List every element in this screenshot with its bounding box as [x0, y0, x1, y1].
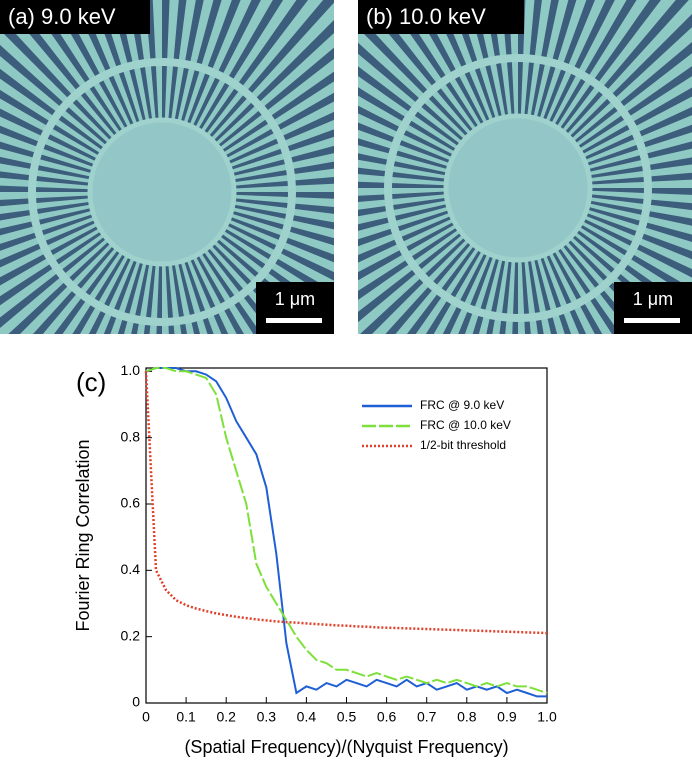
y-tick-label: 0.2 [121, 627, 141, 643]
image-panel [358, 0, 692, 334]
x-tick-label: 0.9 [497, 709, 517, 725]
x-tick-label: 0.4 [297, 709, 317, 725]
x-tick-label: 0.6 [377, 709, 397, 725]
label-box [0, 0, 150, 34]
panel-label: (a) 9.0 keV [8, 4, 116, 29]
y-tick-label: 0.6 [121, 495, 141, 511]
y-axis-label: Fourier Ring Correlation [73, 439, 93, 631]
y-tick-label: 0 [132, 694, 140, 710]
panel-label: (c) [76, 367, 106, 397]
label-box [358, 0, 524, 34]
star-ring [87, 117, 237, 267]
x-tick-label: 0.8 [457, 709, 477, 725]
y-tick-label: 0.4 [121, 561, 141, 577]
scale-box [614, 282, 692, 334]
star-ring [28, 58, 296, 326]
scale-box [256, 282, 334, 334]
y-tick-label: 1.0 [121, 362, 141, 378]
y-tick-label: 0.8 [121, 428, 141, 444]
x-tick-label: 0.1 [176, 709, 196, 725]
x-tick-label: 0.5 [337, 709, 357, 725]
scale-bar [266, 318, 322, 323]
star-spokes [358, 0, 692, 334]
x-tick-label: 0 [142, 709, 150, 725]
star-ring [384, 54, 652, 322]
x-tick-label: 0.7 [417, 709, 437, 725]
panel-label: (b) 10.0 keV [366, 4, 486, 29]
legend-label: FRC @ 9.0 keV [420, 398, 504, 412]
x-axis-label: (Spatial Frequency)/(Nyquist Frequency) [184, 737, 508, 757]
series-line [144, 371, 548, 635]
x-tick-label: 1.0 [537, 709, 557, 725]
star-center [446, 116, 590, 260]
star-center [90, 120, 234, 264]
series-line [145, 367, 548, 694]
image-panel [0, 0, 334, 334]
scale-label: 1 μm [275, 289, 315, 309]
x-tick-label: 0.3 [257, 709, 277, 725]
legend-label: FRC @ 10.0 keV [420, 418, 511, 432]
x-tick-label: 0.2 [216, 709, 236, 725]
chart: 0 0.1 0.2 0.3 0.4 0.5 0.6 0.7 0.8 0.9 1.0 0 0.2 0.4 0.… [73, 362, 557, 757]
scale-label: 1 μm [633, 289, 673, 309]
legend-label: 1/2-bit threshold [420, 438, 506, 452]
series-line [145, 367, 547, 698]
scale-bar [624, 318, 680, 323]
star-ring [443, 113, 593, 263]
